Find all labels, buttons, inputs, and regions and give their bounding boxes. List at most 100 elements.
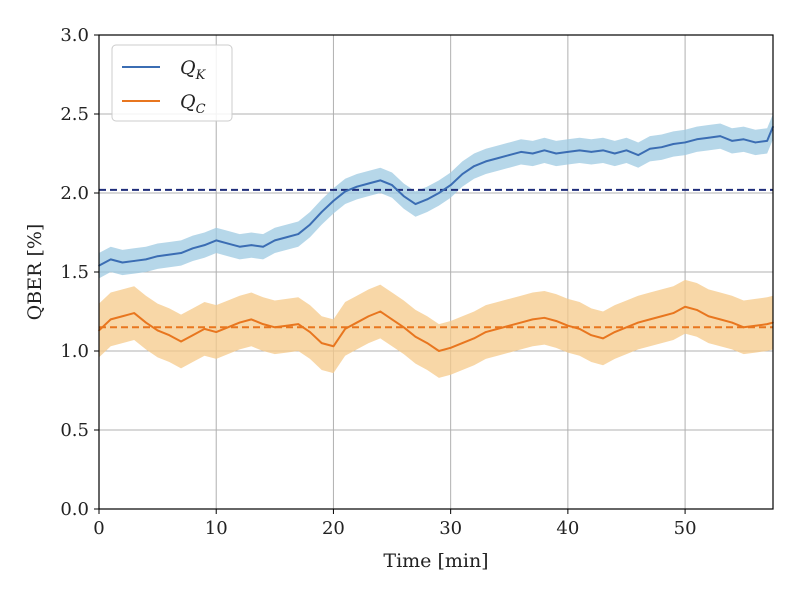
data-point	[238, 321, 241, 324]
data-point	[379, 310, 382, 313]
data-point	[660, 315, 663, 318]
data-point	[578, 149, 581, 152]
data-point	[297, 233, 300, 235]
data-point	[145, 258, 147, 261]
data-point	[414, 335, 417, 338]
data-point	[332, 200, 335, 202]
data-point	[426, 342, 429, 344]
data-point	[215, 239, 218, 242]
data-point	[238, 245, 241, 248]
data-point	[555, 320, 557, 322]
confidence-band	[99, 279, 773, 378]
data-point	[684, 141, 686, 144]
data-point	[449, 347, 452, 349]
data-point	[156, 329, 159, 332]
data-point	[766, 323, 768, 325]
data-point	[613, 331, 616, 333]
data-point	[332, 345, 335, 348]
data-point	[344, 190, 346, 193]
data-point	[133, 312, 135, 314]
data-point	[696, 309, 698, 311]
data-point	[555, 152, 557, 155]
data-point	[485, 160, 487, 163]
data-point	[543, 149, 546, 152]
data-point	[121, 261, 124, 264]
data-point	[590, 334, 593, 337]
data-point	[227, 242, 229, 245]
data-point	[215, 331, 218, 333]
data-point	[262, 323, 264, 325]
y-tick-label: 0.5	[60, 420, 89, 441]
x-tick-label: 50	[674, 518, 697, 539]
data-point	[719, 318, 722, 321]
data-point	[133, 260, 135, 262]
data-point	[590, 151, 593, 153]
data-point	[496, 328, 499, 330]
data-point	[766, 140, 768, 142]
data-point	[262, 245, 264, 248]
data-point	[602, 337, 604, 340]
data-point	[520, 321, 522, 324]
data-point	[473, 165, 475, 167]
data-point	[391, 318, 393, 321]
y-tick-label: 1.5	[60, 262, 89, 283]
data-point	[672, 143, 675, 145]
y-tick-label: 3.0	[60, 25, 89, 46]
data-point	[402, 195, 405, 197]
data-point	[180, 340, 182, 343]
data-point	[672, 312, 675, 314]
data-point	[145, 321, 147, 324]
data-point	[625, 326, 628, 329]
data-point	[449, 184, 452, 186]
data-point	[473, 337, 475, 340]
data-point	[543, 317, 546, 319]
ticks: 0 10 20 30 40 50 0.0 0.5 1.0 1.5 2.0 2.5 3.0	[60, 25, 696, 539]
data-point	[285, 236, 288, 239]
data-point	[742, 326, 745, 329]
data-point	[250, 318, 253, 321]
data-point	[203, 244, 206, 246]
data-point	[438, 192, 440, 194]
x-tick-label: 10	[205, 518, 228, 539]
data-point	[274, 239, 276, 242]
data-point	[742, 138, 745, 141]
series-qk	[98, 114, 774, 279]
data-point	[367, 315, 370, 318]
data-point	[402, 326, 405, 329]
data-point	[637, 154, 639, 156]
legend-subscript: C	[196, 102, 206, 117]
data-point	[508, 154, 511, 156]
data-point	[520, 151, 522, 153]
legend-box	[111, 44, 233, 122]
data-point	[719, 135, 722, 137]
data-point	[567, 151, 569, 153]
data-point	[168, 253, 171, 256]
series-qc	[98, 279, 774, 378]
data-point	[578, 328, 581, 330]
data-point	[649, 318, 651, 321]
data-point	[684, 305, 686, 308]
data-point	[227, 326, 229, 329]
data-point	[496, 157, 499, 160]
data-point	[637, 321, 639, 324]
data-point	[508, 324, 511, 327]
x-tick-label: 20	[322, 518, 345, 539]
data-point	[379, 179, 382, 182]
data-point	[754, 324, 757, 327]
x-tick-label: 0	[93, 518, 104, 539]
data-point	[461, 342, 464, 344]
data-point	[274, 326, 276, 329]
data-point	[320, 211, 323, 213]
legend-subscript: K	[195, 68, 207, 83]
data-point	[426, 198, 429, 201]
confidence-band	[99, 114, 773, 279]
data-point	[754, 141, 757, 144]
data-point	[602, 149, 604, 152]
data-point	[320, 342, 323, 344]
data-point	[696, 138, 698, 141]
data-point	[531, 318, 534, 321]
data-point	[109, 258, 112, 261]
data-point	[531, 152, 534, 155]
data-point	[367, 182, 370, 185]
data-point	[121, 315, 124, 318]
